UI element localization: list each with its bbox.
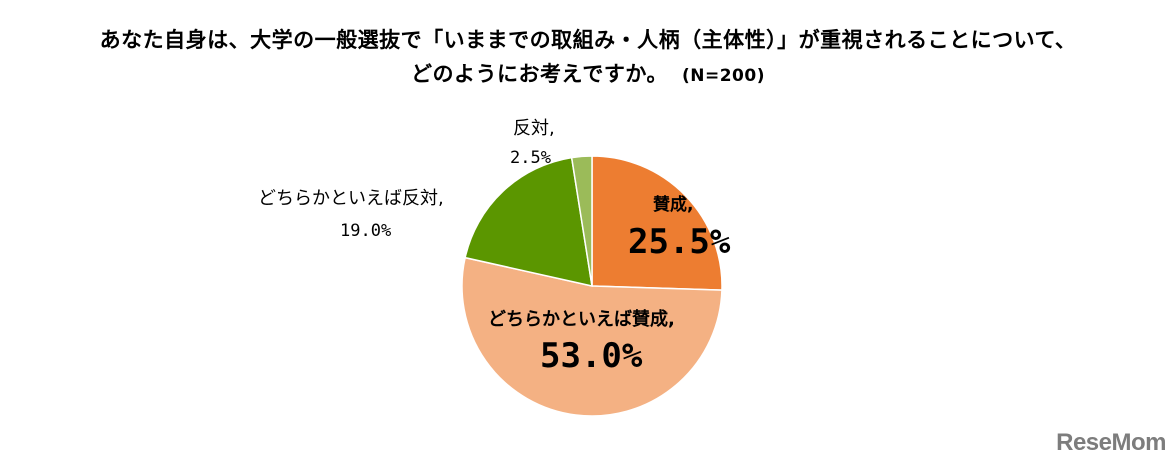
slice-value-3: 19.0%	[340, 221, 391, 241]
chart-title-line-2-text: どのようにお考えですか。	[411, 62, 668, 86]
pie-slice-1	[591, 155, 723, 291]
chart-title-line-2: どのようにお考えですか。 (N=200)	[0, 58, 1176, 88]
slice-value-1: 25.5%	[628, 222, 731, 262]
pie-slice-4	[570, 155, 593, 287]
slice-value-4: 2.5%	[510, 148, 551, 168]
sample-size-note: (N=200)	[681, 66, 765, 86]
slice-label-3: どちらかといえば反対,	[258, 188, 444, 209]
slice-label-1: 賛成,	[653, 194, 693, 215]
resemom-logo: ReseMom	[1056, 429, 1166, 456]
pie-slice-3	[464, 156, 593, 287]
pie-slice-2	[461, 256, 723, 417]
chart-title-line-1: あなた自身は、大学の一般選抜で「いままでの取組み・人柄（主体性）」が重視されるこ…	[99, 28, 1077, 52]
slice-value-2: 53.0%	[540, 336, 643, 376]
slice-label-4: 反対,	[513, 118, 555, 139]
slice-label-2: どちらかといえば賛成,	[488, 308, 675, 330]
